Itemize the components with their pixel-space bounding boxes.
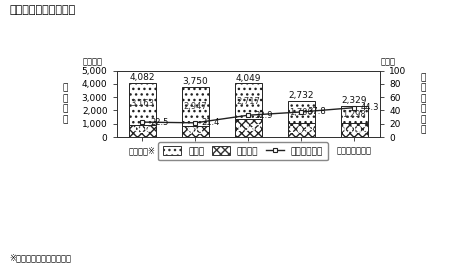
Y-axis label: 購
入
資
金: 購 入 資 金 xyxy=(63,84,68,124)
Bar xyxy=(341,106,368,123)
Text: 1,333: 1,333 xyxy=(235,124,262,133)
Bar xyxy=(128,83,156,125)
Bar xyxy=(288,101,315,123)
Text: 44.3: 44.3 xyxy=(361,103,379,112)
Text: 3,163: 3,163 xyxy=(130,99,155,108)
Text: 1,700: 1,700 xyxy=(290,108,313,117)
Text: 22.5: 22.5 xyxy=(150,118,169,127)
Bar xyxy=(341,123,368,137)
Text: 21.4: 21.4 xyxy=(202,118,220,127)
Text: （％）: （％） xyxy=(380,58,395,67)
Bar xyxy=(182,87,209,126)
Text: （万円）: （万円） xyxy=(82,58,102,67)
Text: 1,298: 1,298 xyxy=(343,110,366,119)
Text: 803: 803 xyxy=(187,127,204,136)
Text: 3,750: 3,750 xyxy=(182,77,208,86)
Text: 4,082: 4,082 xyxy=(129,73,155,82)
Text: 1,033: 1,033 xyxy=(288,126,315,135)
Text: 1,032: 1,032 xyxy=(341,126,368,135)
Text: 2,732: 2,732 xyxy=(289,91,314,100)
Bar xyxy=(235,119,262,137)
Text: 2,717: 2,717 xyxy=(237,97,260,106)
Bar xyxy=(182,126,209,137)
Legend: 借入金, 自己資金, 自己資金比率: 借入金, 自己資金, 自己資金比率 xyxy=(158,142,328,160)
Bar xyxy=(288,123,315,137)
Bar xyxy=(128,125,156,137)
Text: 一次取得者の購入資金: 一次取得者の購入資金 xyxy=(9,5,76,15)
Text: 919: 919 xyxy=(134,126,151,135)
Text: ※土地を購入した新築世帯: ※土地を購入した新築世帯 xyxy=(9,253,72,262)
Y-axis label: 自
己
資
金
比
率: 自 己 資 金 比 率 xyxy=(420,73,426,134)
Text: 32.9: 32.9 xyxy=(255,111,273,120)
Text: 2,947: 2,947 xyxy=(183,102,207,111)
Text: 2,329: 2,329 xyxy=(342,96,367,105)
Text: 37.8: 37.8 xyxy=(308,107,327,116)
Bar xyxy=(235,83,262,119)
Text: 4,049: 4,049 xyxy=(236,73,261,82)
